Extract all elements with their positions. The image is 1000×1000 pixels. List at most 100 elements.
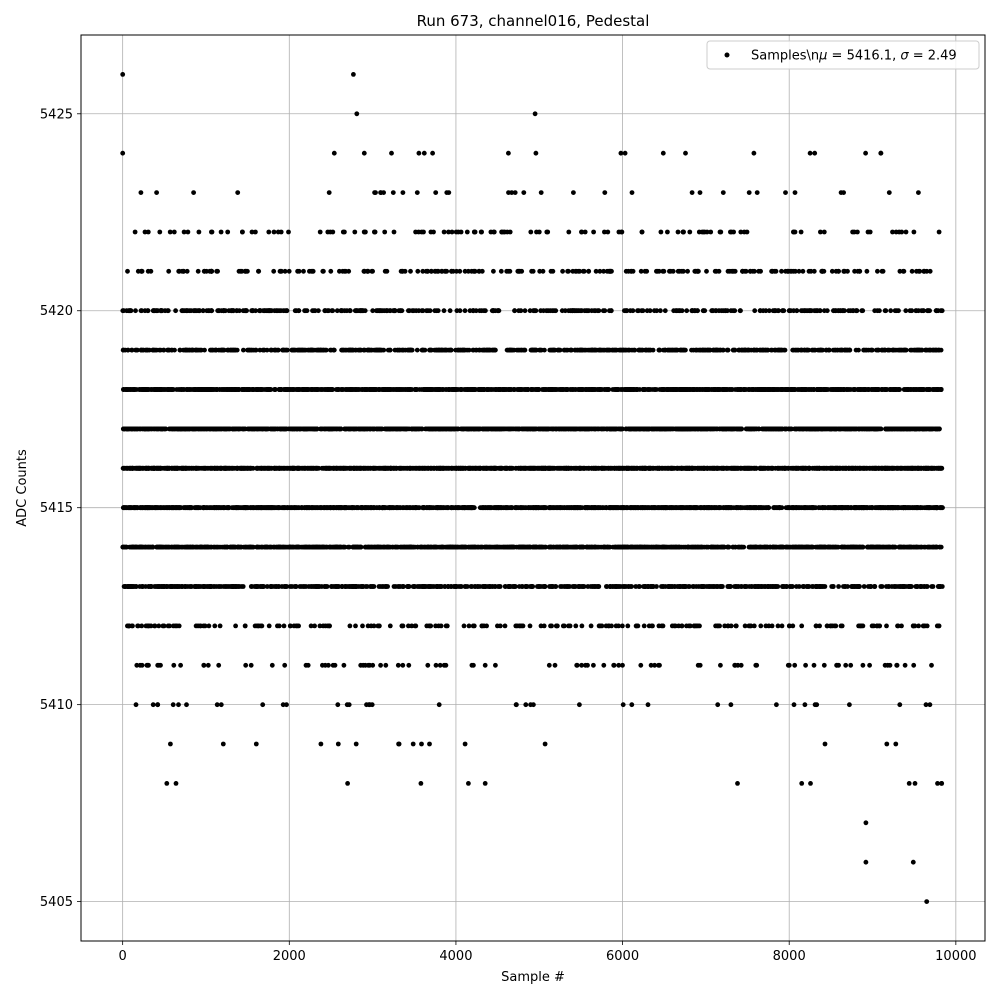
data-point — [867, 662, 872, 668]
data-point — [868, 584, 874, 589]
data-point — [913, 544, 919, 550]
data-point — [596, 584, 601, 589]
data-point — [495, 623, 500, 629]
data-point — [523, 584, 529, 589]
data-point — [817, 623, 822, 629]
data-point — [183, 584, 189, 589]
data-point — [667, 584, 673, 589]
data-point — [171, 662, 177, 668]
data-point — [765, 505, 771, 511]
data-point — [360, 623, 365, 629]
data-point — [910, 505, 916, 511]
data-point — [824, 623, 830, 629]
data-point — [858, 623, 864, 629]
data-point — [155, 702, 161, 708]
data-point — [127, 584, 133, 589]
data-point — [479, 623, 485, 629]
data-point — [130, 623, 135, 629]
data-point — [347, 623, 353, 629]
data-point — [487, 544, 493, 550]
data-point — [848, 662, 854, 668]
data-point — [357, 544, 363, 550]
data-point — [929, 584, 935, 589]
data-point — [122, 584, 128, 589]
data-point — [281, 584, 287, 589]
data-point — [849, 584, 854, 589]
data-point — [909, 584, 914, 589]
data-point — [249, 584, 255, 589]
data-point — [799, 623, 805, 629]
data-point — [758, 623, 764, 629]
data-point — [406, 544, 412, 550]
data-point — [576, 584, 581, 589]
data-point — [131, 544, 137, 550]
data-point — [629, 702, 635, 708]
data-point — [154, 544, 160, 550]
data-point — [585, 584, 591, 589]
data-point — [135, 623, 141, 629]
data-point — [248, 662, 254, 668]
data-point — [931, 544, 937, 550]
data-point — [309, 544, 315, 550]
data-point — [528, 702, 533, 708]
data-point — [400, 662, 406, 668]
data-point — [186, 505, 192, 511]
data-point — [836, 584, 841, 589]
data-point — [406, 662, 412, 668]
data-point — [661, 505, 667, 511]
data-point — [173, 623, 178, 629]
data-point — [932, 505, 937, 511]
data-point — [367, 544, 373, 550]
data-point — [360, 662, 366, 668]
data-point — [749, 505, 754, 511]
data-point — [440, 505, 445, 511]
data-point — [359, 584, 365, 589]
data-point — [830, 623, 835, 629]
data-point — [642, 544, 648, 550]
data-point — [255, 544, 261, 550]
data-point — [786, 662, 792, 668]
data-point — [410, 741, 416, 747]
data-point — [520, 505, 526, 511]
data-point — [440, 544, 446, 550]
data-point — [424, 505, 430, 511]
data-point — [853, 584, 859, 589]
data-point — [579, 505, 585, 511]
data-point — [162, 584, 167, 589]
data-point — [341, 662, 347, 668]
data-point — [146, 662, 151, 668]
data-point — [410, 505, 416, 511]
data-point — [558, 584, 563, 589]
data-point — [218, 702, 224, 708]
data-point — [806, 584, 812, 589]
data-point — [205, 544, 211, 550]
data-point — [852, 505, 857, 511]
data-point — [715, 702, 721, 708]
data-point — [659, 623, 665, 629]
data-point — [276, 623, 282, 629]
data-point — [704, 544, 710, 550]
data-point — [458, 584, 464, 589]
data-point — [599, 623, 605, 629]
data-point — [920, 623, 926, 629]
data-point — [580, 544, 586, 550]
data-point — [916, 623, 921, 629]
data-point — [687, 623, 693, 629]
data-point — [580, 584, 585, 589]
data-point — [508, 505, 514, 511]
data-point — [902, 662, 908, 668]
data-point — [822, 741, 828, 747]
data-point — [413, 623, 419, 629]
data-point — [682, 584, 688, 589]
data-point — [664, 544, 669, 550]
data-point — [156, 584, 162, 589]
data-point — [433, 662, 439, 668]
data-point — [868, 544, 874, 550]
data-point — [885, 584, 891, 589]
data-point — [150, 702, 156, 708]
data-point — [297, 584, 303, 589]
data-point — [684, 623, 689, 629]
data-point — [293, 584, 299, 589]
data-point — [198, 623, 203, 629]
data-point — [318, 505, 324, 511]
